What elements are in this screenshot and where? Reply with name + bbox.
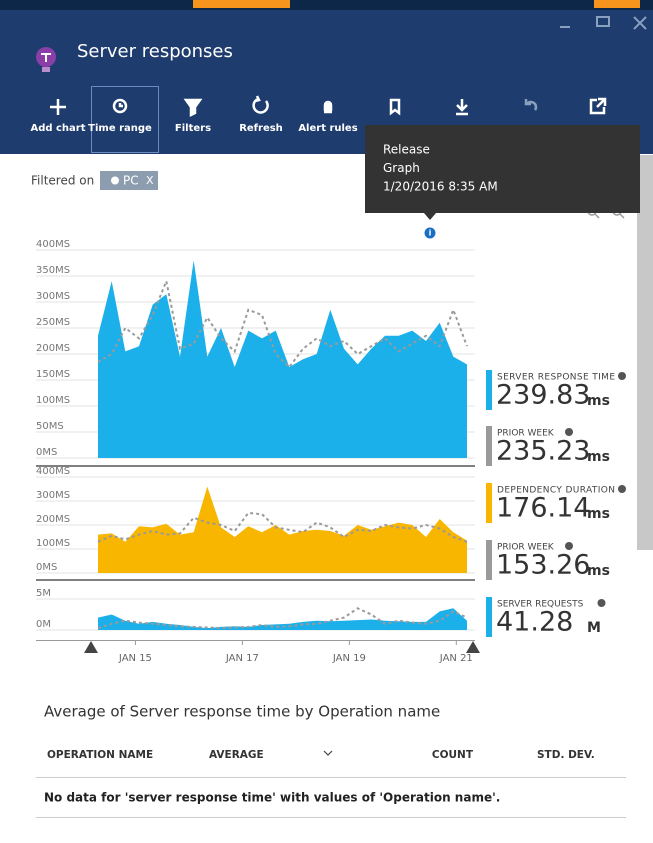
metric-unit: ms	[587, 449, 610, 465]
metric-unit: ms	[587, 506, 610, 522]
window-controls[interactable]	[560, 16, 647, 30]
selected-button	[91, 86, 159, 153]
y-tick-label: 200MS	[36, 514, 70, 525]
y-tick-label: 150MS	[36, 369, 70, 380]
annotation-icon: i	[429, 229, 432, 238]
filter-chip[interactable]	[100, 171, 158, 190]
charts: 0MS 50MS 100MS 150MS 200MS 250MS 300MS 350MS 400…	[36, 239, 480, 664]
tooltip-line: Release	[383, 143, 430, 157]
toolbar-button-label[interactable]: Alert rules	[298, 123, 357, 134]
filter-label: Filtered on	[31, 174, 94, 188]
toolbar-button-label[interactable]: Refresh	[239, 123, 283, 134]
range-handle[interactable]	[466, 641, 480, 653]
metric-label: SERVER REQUESTS	[497, 600, 584, 610]
column-header[interactable]: STD. DEV.	[537, 749, 595, 761]
tab-accent	[594, 0, 640, 8]
info-icon[interactable]	[618, 485, 626, 493]
chip-close[interactable]: X	[146, 174, 154, 187]
x-tick-label: JAN 21	[439, 653, 473, 664]
x-tick-label: JAN 17	[225, 653, 259, 664]
area-series	[98, 608, 467, 630]
metric-bar	[486, 483, 492, 523]
metric-unit: ms	[587, 563, 610, 579]
y-tick-label: 5M	[36, 588, 51, 599]
metric-bar	[486, 597, 492, 637]
tooltip-arrow	[424, 213, 436, 220]
tooltip	[365, 125, 640, 213]
toolbar-button-label[interactable]: Add chart	[30, 123, 85, 134]
info-icon[interactable]	[565, 542, 573, 550]
metric-value: 41.28	[496, 607, 573, 638]
y-tick-label: 200MS	[36, 343, 70, 354]
metric-value: 235.23	[496, 436, 590, 467]
y-tick-label: 50MS	[36, 421, 64, 432]
y-tick-label: 400MS	[36, 239, 70, 250]
metric-value: 176.14	[496, 493, 590, 524]
range-handle[interactable]	[84, 641, 98, 653]
y-tick-label: 100MS	[36, 395, 70, 406]
scrollbar[interactable]	[637, 155, 653, 550]
toolbar-button-label[interactable]: Filters	[175, 123, 211, 134]
column-header[interactable]: OPERATION NAME	[47, 749, 153, 761]
tooltip-text: Release Graph 1/20/2016 8:35 AM	[383, 143, 498, 194]
dashed-series	[97, 607, 468, 630]
y-tick-label: 100MS	[36, 538, 70, 549]
dashed-series	[97, 511, 468, 543]
metric-label: PRIOR WEEK	[497, 429, 555, 439]
tooltip-line: 1/20/2016 8:35 AM	[383, 180, 498, 194]
top-bar	[0, 0, 653, 10]
chip-icon	[111, 176, 119, 185]
y-tick-label: 300MS	[36, 490, 70, 501]
table: OPERATION NAME AVERAGE COUNT STD. DEV.	[47, 749, 595, 761]
tab-accent	[193, 0, 290, 8]
metric-value: 153.26	[496, 550, 590, 581]
dashed-series	[97, 277, 468, 369]
y-tick-label: 250MS	[36, 317, 70, 328]
toolbar: Add chart Time range Filters Refresh Alert r…	[30, 123, 357, 134]
y-tick-label: 400MS	[36, 466, 70, 477]
tooltip-line: Graph	[383, 161, 420, 175]
info-icon[interactable]	[565, 428, 573, 436]
table-empty-message: No data for 'server response time' with …	[44, 791, 500, 805]
chip-text: PC	[123, 174, 139, 188]
annotation-marker[interactable]	[424, 227, 436, 239]
metric-value: 239.83	[496, 380, 590, 411]
info-icon[interactable]	[618, 372, 626, 380]
info-icon[interactable]	[597, 599, 606, 607]
metric-bar	[486, 370, 492, 410]
blade-title: Server responses	[77, 41, 233, 62]
metric-label: DEPENDENCY DURATION	[497, 486, 615, 496]
toolbar-button-label[interactable]: Time range	[88, 123, 152, 134]
sort-chevron[interactable]	[323, 750, 333, 756]
y-tick-label: 0M	[36, 619, 51, 630]
toolbar-icons[interactable]	[50, 95, 607, 118]
metric-bar	[486, 426, 492, 466]
metric-unit: M	[587, 620, 601, 636]
table-title: Average of Server response time by Opera…	[44, 703, 440, 721]
x-tick-label: JAN 19	[332, 653, 366, 664]
area-series	[98, 486, 467, 573]
y-tick-label: 350MS	[36, 265, 70, 276]
column-header[interactable]: COUNT	[432, 749, 474, 761]
metric-bar	[486, 540, 492, 580]
x-tick-label: JAN 15	[118, 653, 152, 664]
metric-label: SERVER RESPONSE TIME	[497, 373, 615, 383]
y-tick-label: 0MS	[36, 447, 57, 458]
y-tick-label: 0MS	[36, 562, 57, 573]
metric-unit: ms	[587, 393, 610, 409]
column-header[interactable]: AVERAGE	[209, 749, 264, 761]
y-tick-label: 300MS	[36, 291, 70, 302]
app-icon	[36, 47, 56, 72]
metric-label: PRIOR WEEK	[497, 543, 555, 553]
